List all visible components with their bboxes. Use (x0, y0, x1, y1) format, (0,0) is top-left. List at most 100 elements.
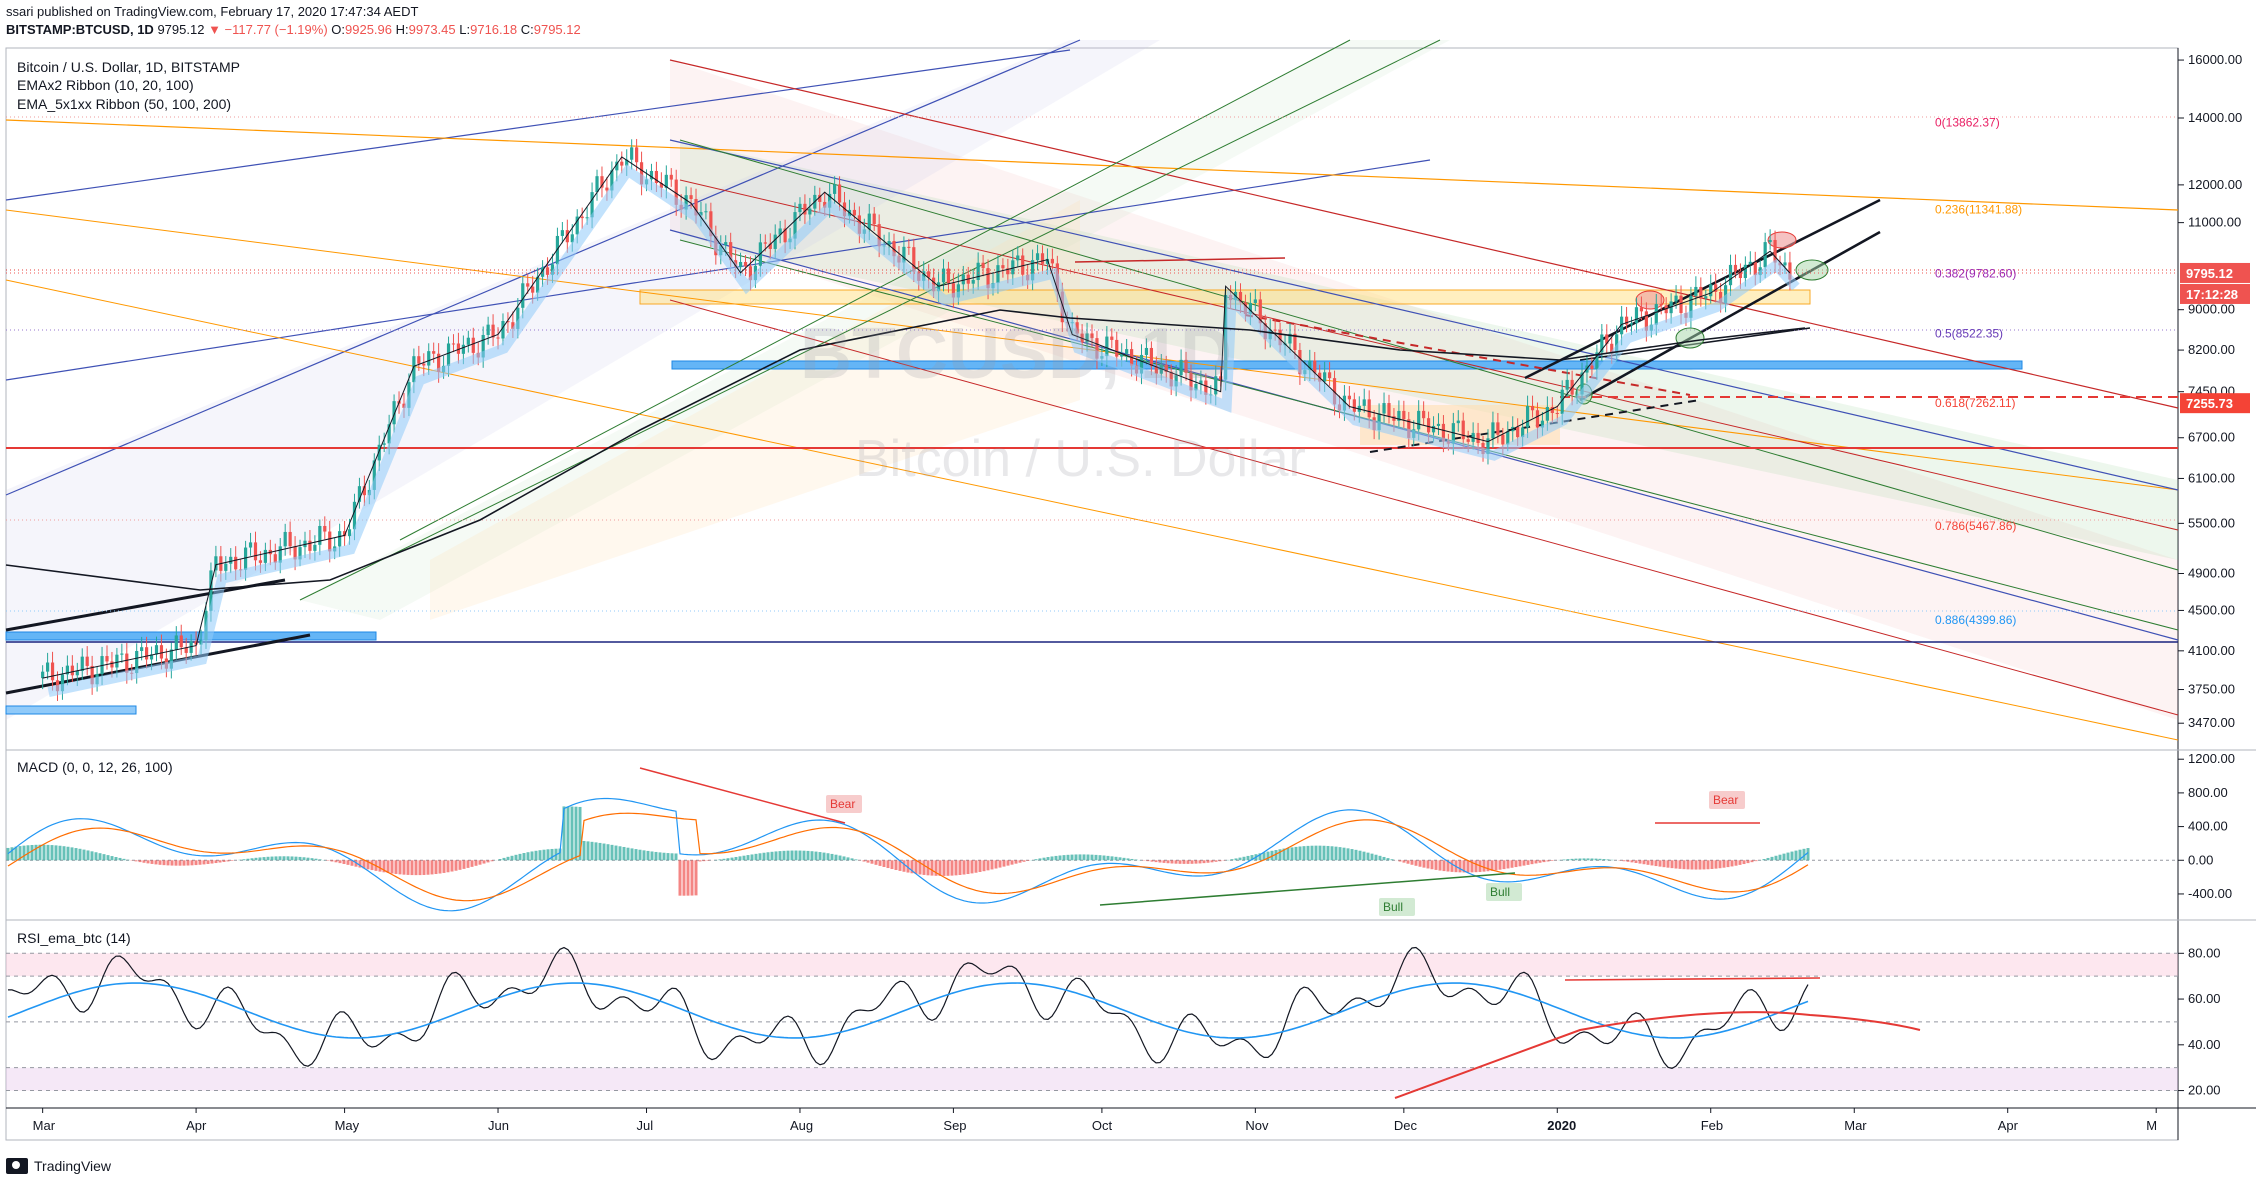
macd-histogram-bar (454, 860, 458, 871)
macd-histogram-bar (942, 860, 946, 876)
fib-labels: 0(13862.37) 0.236(11341.88) 0.382(9782.60)… (1935, 115, 2022, 627)
candle-body (308, 540, 312, 551)
rsi-ema-line (7, 982, 1809, 1039)
candle-body (1719, 291, 1723, 304)
macd-histogram-bar (1350, 849, 1354, 861)
macd-histogram-bar (106, 855, 110, 861)
macd-histogram-bar (770, 851, 774, 861)
macd-histogram-bar (22, 845, 26, 861)
candle-body (946, 268, 951, 284)
macd-line (7, 797, 1809, 912)
macd-histogram-bar (1458, 860, 1462, 873)
macd-histogram-bar (194, 860, 198, 866)
candle-body (1031, 260, 1035, 281)
candle-body (649, 170, 654, 180)
macd-histogram-bar (1166, 860, 1170, 864)
candle-body (1753, 261, 1757, 276)
time-tick-label: Feb (1701, 1118, 1723, 1133)
candle-body (1436, 423, 1441, 426)
candle-body (1659, 304, 1663, 306)
candle-body (1194, 383, 1198, 391)
candle-body (1214, 376, 1218, 395)
candle-body (159, 645, 164, 659)
candle-body (1199, 380, 1203, 384)
macd-histogram-bar (86, 850, 90, 861)
macd-histogram-bar (670, 853, 674, 861)
candle-body (941, 268, 946, 283)
macd-histogram-bar (738, 856, 742, 861)
macd-histogram-bar (98, 853, 102, 861)
change-value: ▼ −117.77 (−1.19%) (208, 22, 328, 37)
macd-histogram-bar (974, 860, 978, 873)
time-tick-label: Apr (186, 1118, 207, 1133)
signal-label-bull2: Bull (1490, 885, 1510, 899)
macd-histogram-bar (254, 857, 258, 861)
macd-histogram-bar (1010, 860, 1014, 865)
macd-histogram-bar (1046, 857, 1050, 861)
macd-histogram-bar (390, 860, 394, 874)
macd-histogram-bar (958, 860, 962, 875)
candle-body (1610, 343, 1614, 354)
candle-body (1090, 333, 1094, 339)
signal-label-bear1: Bear (830, 797, 855, 811)
candle-body (154, 645, 159, 655)
candle-body (293, 546, 297, 560)
candle-body (1491, 422, 1495, 439)
macd-histogram-bar (594, 842, 598, 861)
candle-body (872, 213, 876, 225)
macd-histogram-bar (1262, 852, 1266, 861)
macd-histogram-bar (1466, 860, 1470, 873)
candle-body (417, 356, 421, 364)
macd-histogram-bar (1590, 858, 1594, 861)
macd-histogram-bar (310, 858, 314, 861)
candle-body (347, 529, 352, 537)
macd-histogram-bar (1562, 859, 1566, 861)
candle-body (1595, 352, 1599, 370)
candle-body (140, 647, 144, 651)
macd-histogram-bar (1502, 860, 1506, 870)
candle-body (1367, 399, 1371, 418)
macd-histogram-bar (538, 850, 542, 861)
candle-body (976, 262, 980, 281)
candle-body (1120, 353, 1124, 357)
macd-histogram-bar (1698, 860, 1702, 870)
candle-body (1644, 311, 1648, 331)
main-legend-title: Bitcoin / U.S. Dollar, 1D, BITSTAMP (17, 59, 240, 75)
macd-histogram-bar (830, 853, 834, 861)
candle-body (125, 653, 129, 673)
macd-histogram-bar (1806, 848, 1810, 861)
macd-histogram-bar (1074, 854, 1078, 861)
macd-histogram-bar (1426, 860, 1430, 869)
macd-histogram-bar (590, 841, 594, 861)
macd-histogram-bar (1174, 860, 1178, 864)
macd-histogram-bar (386, 860, 390, 873)
price-tick-label: 4100.00 (2188, 643, 2235, 658)
macd-histogram-bar (358, 860, 362, 868)
candle-body (1748, 261, 1752, 265)
macd-histogram-bar (1650, 860, 1654, 866)
candle-body (793, 212, 797, 239)
macd-histogram-bar (658, 852, 662, 861)
macd-histogram-bar (1586, 858, 1590, 861)
macd-histogram-bar (70, 847, 74, 861)
candle-body (550, 264, 555, 275)
macd-histogram-bar (1094, 854, 1098, 861)
candle-body (352, 501, 357, 530)
macd-histogram-bar (822, 852, 826, 861)
macd-histogram-bar (1194, 860, 1198, 864)
macd-histogram-bar (998, 860, 1002, 868)
highlight-ellipse-green (1795, 259, 1829, 281)
candle-body (1313, 360, 1317, 373)
macd-histogram-bar (1162, 860, 1166, 863)
macd-histogram-bar (1286, 847, 1290, 861)
candle-body (590, 192, 594, 218)
candle-body (1085, 333, 1089, 343)
macd-histogram-bar (698, 860, 702, 862)
candle-body (278, 546, 282, 563)
candle-body (75, 670, 79, 676)
macd-histogram-bar (134, 860, 138, 862)
macd-histogram-bar (1358, 850, 1362, 861)
candle-body (466, 337, 470, 345)
macd-histogram-bar (694, 860, 698, 896)
